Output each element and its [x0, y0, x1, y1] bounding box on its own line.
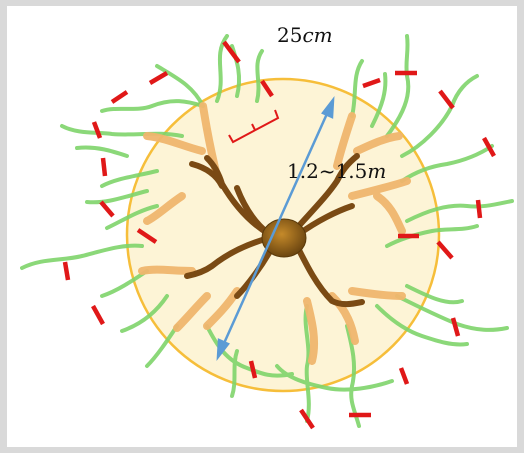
cut-mark [99, 200, 115, 218]
cut-mark [436, 240, 454, 260]
cut-mark [62, 261, 71, 281]
diameter-label: 1.2~1.5m [287, 159, 386, 183]
cut-mark [450, 317, 461, 337]
cut-mark [91, 304, 105, 326]
cut-mark [91, 121, 103, 139]
cut-marks [62, 40, 496, 430]
cut-mark [222, 40, 241, 64]
cut-mark [438, 89, 455, 110]
spacing-bracket [228, 109, 280, 144]
pruning-diagram: 25cm 1.2~1.5m [20, 23, 514, 430]
cut-mark [148, 71, 169, 85]
trunk [261, 218, 307, 258]
cut-mark [475, 199, 483, 219]
cut-mark [260, 79, 274, 98]
cut-mark [398, 367, 410, 385]
cut-mark [248, 360, 258, 379]
diagram-canvas: 25cm 1.2~1.5m [7, 6, 517, 447]
cut-mark [299, 408, 315, 430]
cut-mark [482, 136, 496, 158]
diameter-arrow [216, 96, 335, 361]
spacing-label: 25cm [277, 23, 333, 47]
cut-mark [362, 77, 381, 89]
cut-mark [136, 228, 158, 244]
cut-mark [110, 90, 129, 104]
cut-mark [100, 157, 108, 177]
